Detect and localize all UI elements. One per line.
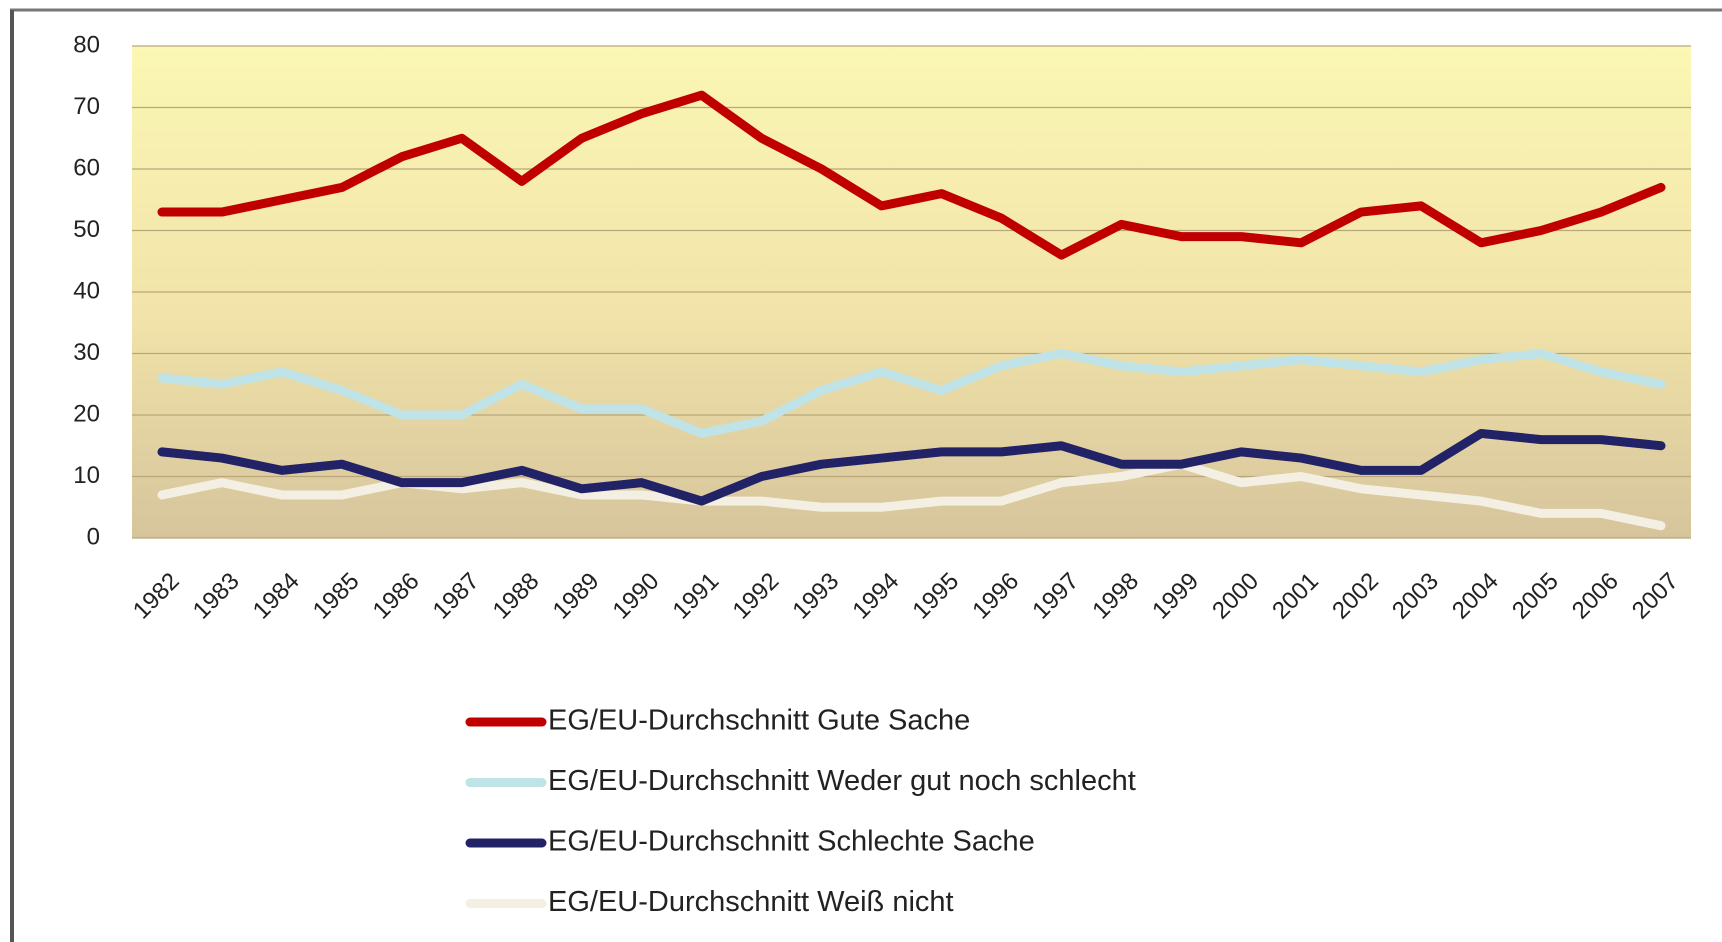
x-tick-label: 1998 bbox=[1087, 568, 1144, 625]
x-tick-label: 1996 bbox=[967, 568, 1024, 625]
x-tick-label: 1995 bbox=[907, 568, 964, 625]
x-tick-label: 1984 bbox=[248, 568, 305, 625]
x-tick-label: 1983 bbox=[188, 568, 245, 625]
x-tick-label: 2001 bbox=[1267, 568, 1324, 625]
x-tick-label: 1994 bbox=[847, 568, 904, 625]
x-tick-label: 2006 bbox=[1567, 568, 1624, 625]
legend-label: EG/EU-Durchschnitt Weiß nicht bbox=[548, 886, 954, 918]
series-line bbox=[157, 90, 1666, 260]
y-tick-label: 40 bbox=[73, 277, 100, 304]
x-tick-label: 1991 bbox=[668, 568, 725, 625]
x-tick-label: 1982 bbox=[128, 568, 185, 625]
y-tick-label: 10 bbox=[73, 462, 100, 489]
x-tick-label: 2007 bbox=[1627, 568, 1684, 625]
y-tick-label: 30 bbox=[73, 339, 100, 366]
legend-label: EG/EU-Durchschnitt Weder gut noch schlec… bbox=[548, 765, 1136, 797]
x-tick-label: 1990 bbox=[608, 568, 665, 625]
x-tick-label: 1987 bbox=[428, 568, 485, 625]
x-tick-label: 1992 bbox=[727, 568, 784, 625]
x-tick-label: 1988 bbox=[488, 568, 545, 625]
x-tick-label: 2003 bbox=[1387, 568, 1444, 625]
series-line bbox=[157, 428, 1666, 506]
x-tick-label: 1989 bbox=[548, 568, 605, 625]
x-tick-label: 1997 bbox=[1027, 568, 1084, 625]
y-tick-label: 20 bbox=[73, 400, 100, 427]
y-tick-label: 0 bbox=[87, 523, 100, 550]
x-tick-label: 2000 bbox=[1207, 568, 1264, 625]
y-tick-label: 80 bbox=[73, 31, 100, 58]
x-tick-label: 1993 bbox=[787, 568, 844, 625]
series-line bbox=[157, 349, 1666, 438]
y-tick-label: 70 bbox=[73, 93, 100, 120]
y-tick-label: 60 bbox=[73, 154, 100, 181]
y-tick-label: 50 bbox=[73, 216, 100, 243]
x-tick-label: 2004 bbox=[1447, 568, 1504, 625]
legend-label: EG/EU-Durchschnitt Schlechte Sache bbox=[548, 826, 1035, 858]
x-tick-label: 1986 bbox=[368, 568, 425, 625]
x-tick-label: 1985 bbox=[308, 568, 365, 625]
x-tick-label: 2005 bbox=[1507, 568, 1564, 625]
legend-label: EG/EU-Durchschnitt Gute Sache bbox=[548, 705, 970, 737]
x-tick-label: 1999 bbox=[1147, 568, 1204, 625]
x-tick-label: 2002 bbox=[1327, 568, 1384, 625]
